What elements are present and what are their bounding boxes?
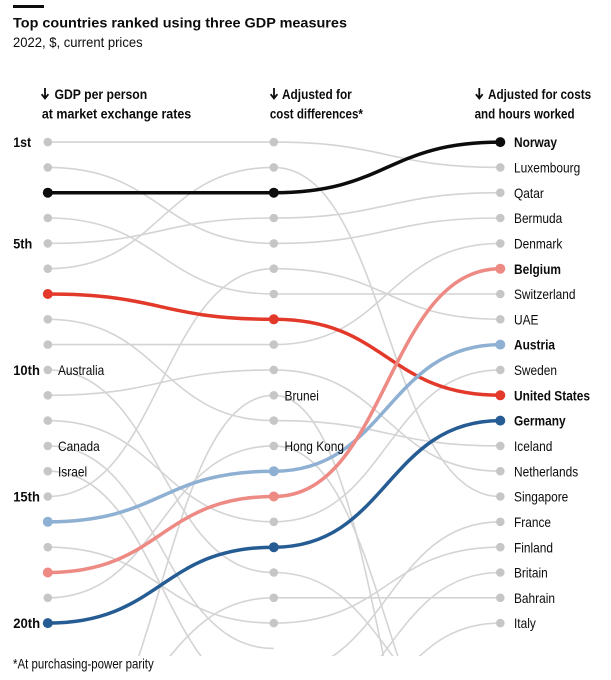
svg-text:Canada: Canada [58,438,100,454]
svg-text:Australia: Australia [58,362,104,378]
svg-text:Luxembourg: Luxembourg [514,160,580,176]
svg-text:Britain: Britain [514,565,548,581]
svg-text:1st: 1st [13,134,31,150]
svg-text:France: France [514,514,551,530]
svg-text:2022, $, current prices: 2022, $, current prices [13,34,143,50]
svg-text:Top countries ranked using thr: Top countries ranked using three GDP mea… [13,15,347,31]
svg-text:20th: 20th [13,615,40,631]
svg-text:Adjusted for costs: Adjusted for costs [488,86,591,102]
svg-text:Bahrain: Bahrain [514,590,555,606]
svg-text:Singapore: Singapore [514,489,568,505]
svg-text:and hours worked: and hours worked [475,106,575,122]
svg-text:United States: United States [514,387,590,403]
svg-text:Austria: Austria [514,337,555,353]
svg-text:GDP per person: GDP per person [55,86,148,102]
svg-text:Belgium: Belgium [514,261,561,277]
svg-text:Denmark: Denmark [514,236,563,252]
svg-text:Switzerland: Switzerland [514,286,576,302]
svg-text:Finland: Finland [514,539,553,555]
svg-text:Israel: Israel [58,463,87,479]
svg-text:Netherlands: Netherlands [514,463,578,479]
svg-text:Adjusted for: Adjusted for [282,86,352,102]
svg-text:cost differences*: cost differences* [270,106,363,122]
svg-text:15th: 15th [13,488,40,504]
svg-text:Germany: Germany [514,413,566,429]
svg-text:5th: 5th [13,235,32,251]
svg-text:Brunei: Brunei [285,387,319,403]
svg-text:Sweden: Sweden [514,362,557,378]
svg-text:*At purchasing-power parity: *At purchasing-power parity [13,656,154,672]
svg-text:10th: 10th [13,362,40,378]
svg-text:Iceland: Iceland [514,438,552,454]
svg-text:Norway: Norway [514,134,557,150]
svg-text:Qatar: Qatar [514,185,544,201]
svg-text:Hong Kong: Hong Kong [285,438,345,454]
svg-text:UAE: UAE [514,311,539,327]
svg-text:Bermuda: Bermuda [514,210,562,226]
svg-text:Italy: Italy [514,615,536,631]
svg-text:at market exchange rates: at market exchange rates [42,106,191,122]
